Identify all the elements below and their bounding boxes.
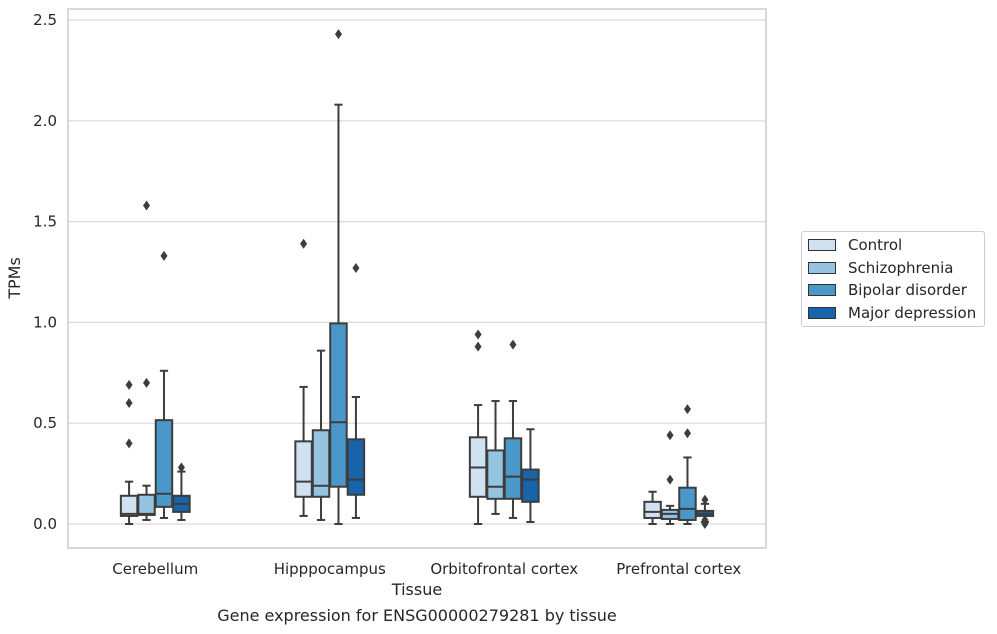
- legend-label-bipolar-disorder: Bipolar disorder: [848, 281, 967, 300]
- outlier-point: [125, 379, 133, 390]
- y-tick-label: 1.5: [33, 213, 57, 231]
- legend-label-control: Control: [848, 236, 903, 255]
- box-series: [119, 29, 715, 529]
- legend-label-schizophrenia: Schizophrenia: [848, 258, 954, 277]
- y-tick-label: 0.5: [33, 414, 57, 432]
- legend-item-bipolar-disorder: Bipolar disorder: [802, 279, 984, 302]
- outlier-point: [334, 29, 342, 40]
- outlier-point: [177, 462, 185, 473]
- outlier-point: [300, 238, 308, 249]
- outlier-point: [509, 339, 517, 350]
- box-2-2: [503, 339, 523, 519]
- y-tick-label: 1.0: [33, 313, 57, 331]
- y-axis-ticks: 0.0 0.5 1.0 1.5 2.0 2.5: [33, 11, 57, 533]
- outlier-point: [474, 329, 482, 340]
- legend-swatch-major-depression: [808, 306, 836, 319]
- legend-item-control: Control: [802, 234, 984, 257]
- box-0-1: [294, 238, 313, 517]
- box-2-0: [154, 250, 174, 519]
- box-body: [119, 494, 139, 517]
- outlier-point: [160, 250, 168, 261]
- outlier-point: [666, 430, 674, 441]
- outlier-point: [352, 262, 360, 273]
- y-axis-label: TPMs: [5, 257, 24, 300]
- box-3-1: [346, 262, 366, 519]
- y-tick-label: 2.5: [33, 11, 57, 29]
- box-body: [137, 493, 156, 516]
- box-body: [311, 429, 331, 498]
- box-3-0: [172, 462, 191, 521]
- y-tick-label: 0.0: [33, 515, 57, 533]
- box-0-3: [643, 490, 662, 525]
- x-tick-label: Cerebellum: [112, 560, 198, 578]
- chart-caption: Gene expression for ENSG00000279281 by t…: [217, 606, 617, 625]
- box-1-2: [486, 400, 505, 515]
- legend: Control Schizophrenia Bipolar disorder M…: [801, 231, 985, 327]
- legend-item-schizophrenia: Schizophrenia: [802, 257, 984, 280]
- x-tick-label: Orbitofrontal cortex: [430, 560, 578, 578]
- box-body: [329, 322, 348, 488]
- plot-frame: [67, 8, 767, 549]
- x-axis-ticks: Cerebellum Hipppocampus Orbitofrontal cort…: [112, 560, 741, 578]
- box-2-1: [329, 29, 348, 525]
- outlier-point: [683, 428, 691, 439]
- legend-swatch-schizophrenia: [808, 261, 836, 274]
- outlier-point: [474, 341, 482, 352]
- box-0-0: [119, 379, 139, 525]
- outlier-point: [143, 200, 151, 211]
- outlier-point: [701, 494, 709, 505]
- box-0-2: [468, 329, 488, 525]
- legend-item-major-depression: Major depression: [802, 302, 984, 325]
- legend-label-major-depression: Major depression: [848, 303, 977, 322]
- box-body: [678, 486, 697, 521]
- outlier-point: [666, 474, 674, 485]
- box-body: [154, 419, 174, 508]
- box-3-3: [695, 494, 715, 529]
- box-body: [294, 440, 313, 498]
- legend-swatch-control: [808, 239, 836, 252]
- x-axis-label: Tissue: [391, 580, 442, 599]
- outlier-point: [143, 377, 151, 388]
- box-body: [346, 438, 366, 496]
- box-body: [643, 500, 662, 519]
- legend-swatch-bipolar-disorder: [808, 284, 836, 297]
- outlier-point: [125, 398, 133, 409]
- box-1-0: [137, 200, 156, 521]
- outlier-point: [125, 438, 133, 449]
- box-body: [503, 437, 523, 500]
- box-2-3: [678, 404, 697, 525]
- box-1-3: [660, 430, 680, 525]
- box-1-1: [311, 349, 331, 521]
- box-body: [486, 449, 505, 500]
- outlier-point: [683, 404, 691, 415]
- y-tick-label: 2.0: [33, 112, 57, 130]
- outlier-point: [701, 514, 709, 525]
- x-tick-label: Prefrontal cortex: [616, 560, 741, 578]
- box-body: [521, 468, 540, 503]
- box-3-2: [521, 428, 540, 523]
- x-tick-label: Hipppocampus: [274, 560, 386, 578]
